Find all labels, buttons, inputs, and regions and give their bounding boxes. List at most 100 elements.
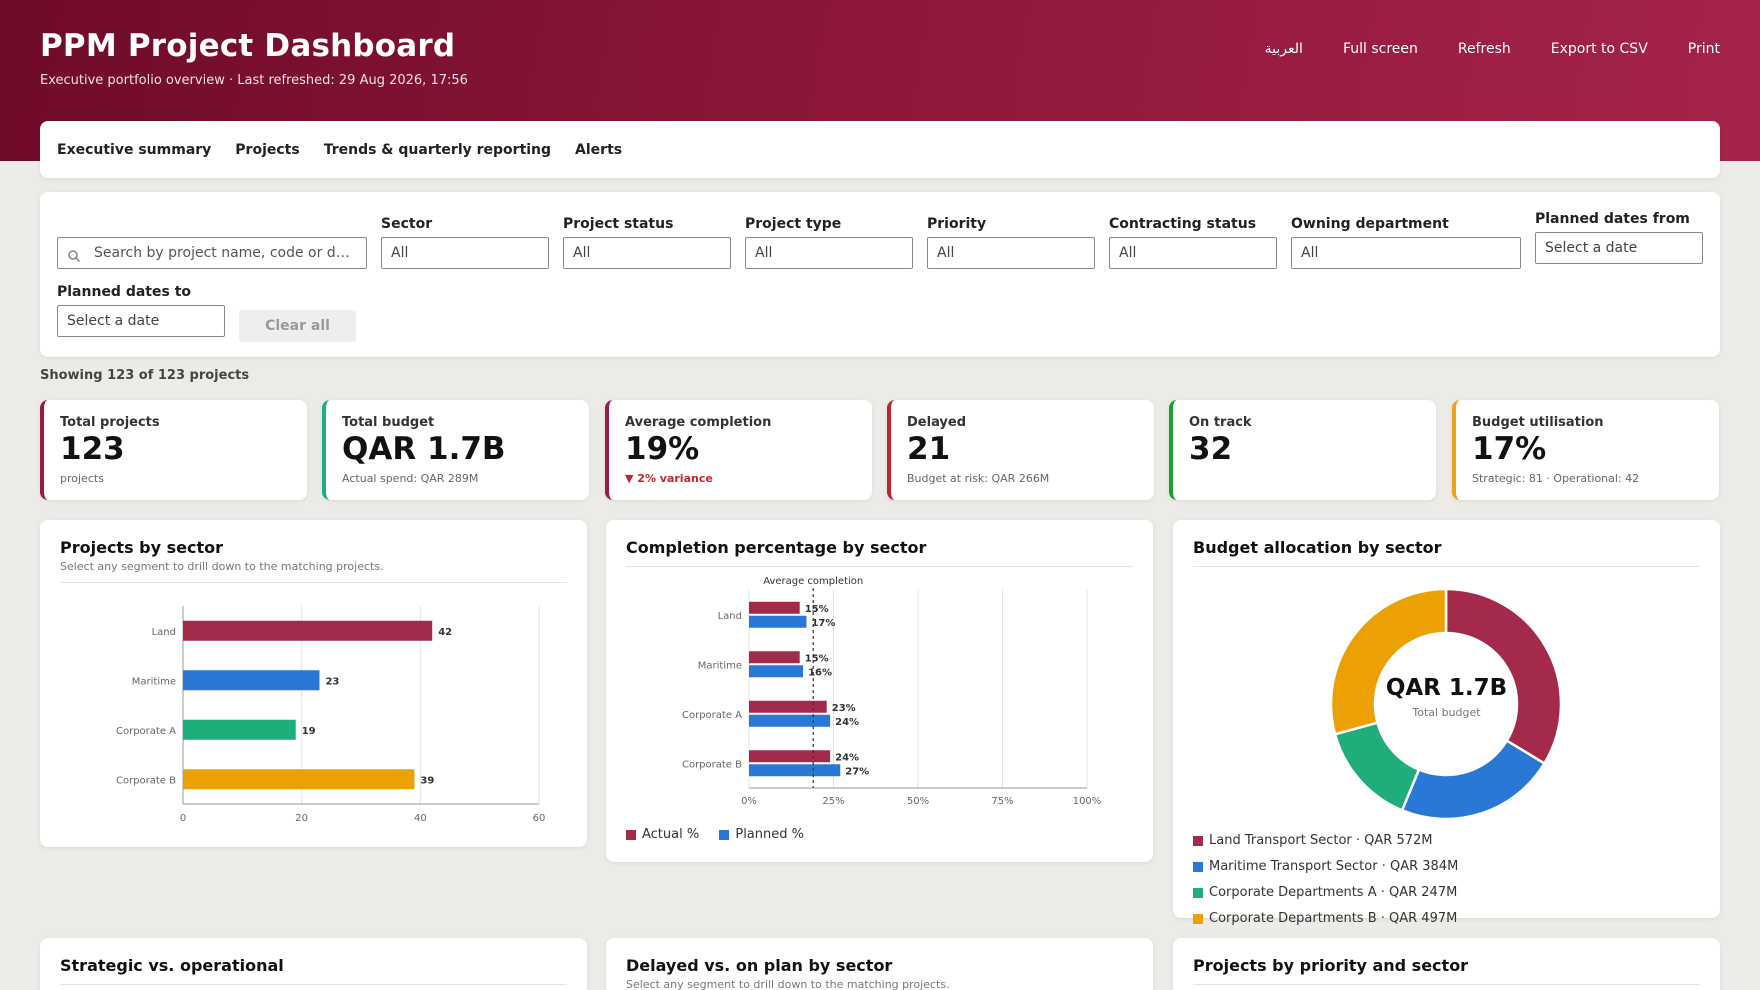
bar[interactable] xyxy=(749,750,831,763)
planned-to-filter: Planned dates to Select a date xyxy=(57,284,225,337)
print-link[interactable]: Print xyxy=(1687,41,1720,57)
kpi-total-budget[interactable]: Total budget QAR 1.7B Actual spend: QAR … xyxy=(322,400,589,500)
priority-select[interactable]: All xyxy=(927,237,1095,269)
kpi-budget-utilisation[interactable]: Budget utilisation 17% Strategic: 81 · O… xyxy=(1452,400,1719,500)
kpi-label: Budget utilisation xyxy=(1472,415,1604,430)
bar[interactable] xyxy=(749,615,807,628)
x-tick-label: 100% xyxy=(1073,796,1102,807)
export-csv-link[interactable]: Export to CSV xyxy=(1550,41,1648,57)
language-toggle-link[interactable]: العربية xyxy=(1264,41,1303,57)
card-title: Projects by sector xyxy=(60,538,224,557)
legend-swatch xyxy=(1193,861,1203,872)
kpi-value: QAR 1.7B xyxy=(342,431,506,467)
priority-filter: Priority All xyxy=(927,216,1095,269)
donut-center-label: Total budget xyxy=(1412,706,1481,719)
project-status-select[interactable]: All xyxy=(563,237,731,269)
card-divider xyxy=(60,582,567,583)
search-icon xyxy=(68,247,81,263)
strategic-vs-operational-card: Strategic vs. operational xyxy=(40,938,587,990)
legend-item-maritime[interactable]: Maritime Transport Sector · QAR 384M xyxy=(1193,859,1458,874)
projects-by-sector-chart: 0 20 40 60 Land 42 Maritime 23 Corporate A 19 Corp… xyxy=(116,606,546,824)
kpi-delayed[interactable]: Delayed 21 Budget at risk: QAR 266M xyxy=(887,400,1154,500)
contracting-status-select[interactable]: All xyxy=(1109,237,1277,269)
x-tick-label: 20 xyxy=(295,813,308,824)
y-tick-label: Corporate A xyxy=(682,710,742,721)
sector-select[interactable]: All xyxy=(381,237,549,269)
tab-alerts[interactable]: Alerts xyxy=(575,141,623,158)
y-tick-label: Maritime xyxy=(698,660,742,671)
owning-department-filter: Owning department All xyxy=(1291,216,1521,269)
donut-slice[interactable] xyxy=(1444,587,1563,766)
card-title: Completion percentage by sector xyxy=(626,538,927,557)
data-label: 15% xyxy=(805,604,829,615)
data-label: 17% xyxy=(811,618,835,629)
tab-trends[interactable]: Trends & quarterly reporting xyxy=(323,141,552,158)
bar[interactable] xyxy=(183,769,415,790)
planned-from-label: Planned dates from xyxy=(1535,211,1690,227)
filter-panel: Search by project name, code or departme… xyxy=(40,192,1720,357)
bar[interactable] xyxy=(183,620,433,641)
legend-swatch xyxy=(1193,913,1203,924)
tab-projects[interactable]: Projects xyxy=(235,141,300,158)
search-input[interactable]: Search by project name, code or departme… xyxy=(57,237,367,269)
data-label: 23 xyxy=(325,676,339,687)
completion-legend: Actual % Planned % xyxy=(626,827,820,853)
card-subtitle: Select any segment to drill down to the … xyxy=(626,978,950,990)
bar[interactable] xyxy=(749,700,827,713)
legend-swatch xyxy=(719,829,730,840)
project-type-select[interactable]: All xyxy=(745,237,913,269)
tab-bar: Executive summary Projects Trends & quar… xyxy=(40,121,1720,178)
x-tick-label: 0% xyxy=(741,796,757,807)
full-screen-link[interactable]: Full screen xyxy=(1342,41,1418,57)
planned-to-input[interactable]: Select a date xyxy=(57,305,225,337)
projects-by-sector-card: Projects by sector Select any segment to… xyxy=(40,520,587,847)
donut-slice[interactable] xyxy=(1329,587,1448,736)
legend-item-land[interactable]: Land Transport Sector · QAR 572M xyxy=(1193,833,1432,848)
data-label: 15% xyxy=(805,653,829,664)
kpi-on-track[interactable]: On track 32 xyxy=(1169,400,1436,500)
legend-item-corporate-a[interactable]: Corporate Departments A · QAR 247M xyxy=(1193,885,1457,900)
legend-swatch xyxy=(1193,835,1203,846)
donut-slice[interactable] xyxy=(1400,738,1547,821)
bar[interactable] xyxy=(749,764,841,777)
legend-item-actual[interactable]: Actual % xyxy=(626,827,699,842)
average-label: Average completion xyxy=(763,576,863,587)
legend-label: Planned % xyxy=(735,827,804,842)
owning-department-label: Owning department xyxy=(1291,216,1449,232)
bar[interactable] xyxy=(749,714,831,727)
x-tick-label: 40 xyxy=(414,813,427,824)
refresh-link[interactable]: Refresh xyxy=(1457,41,1511,57)
clear-all-button[interactable]: Clear all xyxy=(239,310,356,342)
x-tick-label: 25% xyxy=(822,796,844,807)
owning-department-select[interactable]: All xyxy=(1291,237,1521,269)
search-placeholder: Search by project name, code or departme… xyxy=(94,245,367,261)
kpi-total-projects[interactable]: Total projects 123 projects xyxy=(40,400,307,500)
planned-from-input[interactable]: Select a date xyxy=(1535,232,1703,264)
data-label: 24% xyxy=(835,752,859,763)
donut-slice[interactable] xyxy=(1333,721,1421,812)
bar[interactable] xyxy=(749,665,804,678)
priority-label: Priority xyxy=(927,216,987,232)
tab-executive-summary[interactable]: Executive summary xyxy=(57,141,212,158)
legend-item-corporate-b[interactable]: Corporate Departments B · QAR 497M xyxy=(1193,911,1457,926)
x-tick-label: 60 xyxy=(533,813,546,824)
kpi-value: 32 xyxy=(1189,431,1233,467)
data-label: 16% xyxy=(808,667,832,678)
project-status-label: Project status xyxy=(563,216,674,232)
legend-item-planned[interactable]: Planned % xyxy=(719,827,804,842)
legend-label: Actual % xyxy=(642,827,700,842)
card-subtitle: Select any segment to drill down to the … xyxy=(60,560,384,573)
kpi-average-completion[interactable]: Average completion 19% ▼ 2% variance xyxy=(605,400,872,500)
priority-by-sector-card: Projects by priority and sector xyxy=(1173,938,1720,990)
bar[interactable] xyxy=(749,651,800,664)
search-icon-handle xyxy=(75,257,81,263)
bar[interactable] xyxy=(749,601,800,614)
page-title: PPM Project Dashboard xyxy=(40,28,456,64)
kpi-value: 19% xyxy=(625,431,700,467)
bar[interactable] xyxy=(183,719,296,740)
delayed-vs-on-plan-card: Delayed vs. on plan by sector Select any… xyxy=(606,938,1153,990)
contracting-status-label: Contracting status xyxy=(1109,216,1257,232)
x-tick-label: 0 xyxy=(180,813,186,824)
bar[interactable] xyxy=(183,670,320,691)
budget-legend: Land Transport Sector · QAR 572M Maritim… xyxy=(1193,833,1713,937)
